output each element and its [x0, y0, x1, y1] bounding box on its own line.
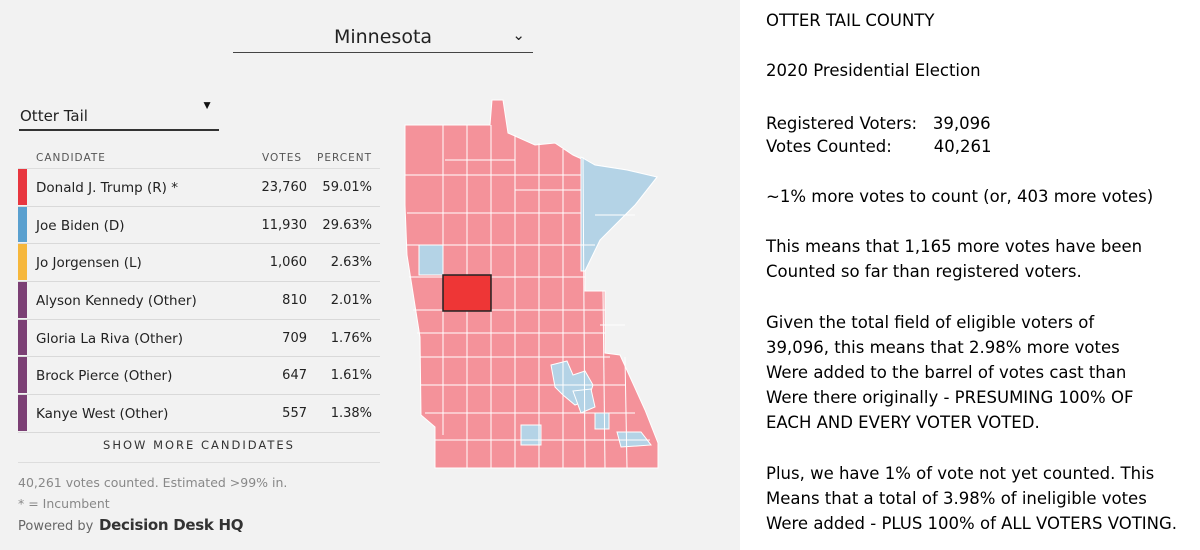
paragraph-2-line-5: EACH AND EVERY VOTER VOTED.: [766, 413, 1040, 432]
candidate-name: Gloria La Riva (Other): [36, 330, 183, 347]
votes-counted-line: Votes Counted: 40,261: [766, 137, 992, 156]
county-region-dem-northeast: [580, 156, 658, 272]
state-dropdown-value: Minnesota: [333, 26, 433, 48]
candidate-row: Alyson Kennedy (Other) 810 2.01%: [18, 282, 380, 320]
party-color-bar: [18, 319, 27, 356]
candidate-percent: 2.01%: [330, 293, 372, 309]
candidate-row: Jo Jorgensen (L) 1,060 2.63%: [18, 244, 380, 283]
candidate-row: Joe Biden (D) 11,930 29.63%: [18, 206, 380, 245]
party-color-bar: [18, 357, 27, 394]
chevron-down-icon: ⌄: [512, 27, 525, 44]
candidate-row: Brock Pierce (Other) 647 1.61%: [18, 357, 380, 396]
county-olmsted: [520, 424, 542, 446]
county-region-dem-metro-south: [572, 388, 596, 414]
candidate-votes: 810: [282, 293, 307, 309]
candidate-name: Brock Pierce (Other): [36, 368, 173, 385]
minnesota-county-map: [404, 99, 659, 469]
registered-voters-line: Registered Voters: 39,096: [766, 114, 991, 133]
powered-by-label: Powered by: [18, 519, 94, 534]
paragraph-2-line-1: Given the total field of eligible voters…: [766, 313, 1095, 332]
candidate-percent: 29.63%: [322, 217, 372, 233]
results-table: CANDIDATE VOTES PERCENT Donald J. Trump …: [18, 148, 380, 433]
paragraph-3-line-3: Were added - PLUS 100% of ALL VOTERS VOT…: [766, 514, 1178, 533]
election-name: 2020 Presidential Election: [766, 61, 981, 80]
candidate-name: Donald J. Trump (R) *: [36, 180, 178, 196]
candidate-row: Kanye West (Other) 557 1.38%: [18, 395, 380, 433]
votes-counted-note: 40,261 votes counted. Estimated >99% in.: [18, 475, 288, 490]
county-otter-tail-selected: [442, 274, 492, 312]
party-color-bar: [18, 395, 27, 431]
incumbent-note: * = Incumbent: [18, 496, 110, 511]
county-title: OTTER TAIL COUNTY: [766, 11, 935, 30]
candidate-votes: 557: [282, 406, 307, 422]
county-clay: [418, 244, 444, 276]
county-dropdown-value: Otter Tail: [20, 107, 88, 125]
candidate-name: Alyson Kennedy (Other): [36, 293, 197, 310]
paragraph-1-line-2: Counted so far than registered voters.: [766, 262, 1082, 281]
percent-column-header: PERCENT: [317, 152, 372, 164]
candidate-votes: 709: [282, 330, 307, 346]
paragraph-3-line-1: Plus, we have 1% of vote not yet counted…: [766, 464, 1155, 483]
candidate-column-header: CANDIDATE: [36, 152, 106, 164]
caret-down-icon: ▼: [201, 98, 213, 112]
decision-desk-hq-logo: Decision Desk HQ: [99, 516, 244, 534]
county-dropdown[interactable]: Otter Tail ▼: [19, 96, 219, 131]
results-header: CANDIDATE VOTES PERCENT: [18, 148, 380, 169]
candidate-percent: 1.61%: [330, 368, 372, 384]
county-blue-earth: [594, 412, 610, 430]
candidate-percent: 59.01%: [322, 180, 372, 195]
party-color-bar: [18, 206, 27, 243]
votes-column-header: VOTES: [262, 152, 302, 164]
candidate-row: Gloria La Riva (Other) 709 1.76%: [18, 319, 380, 358]
candidate-votes: 647: [282, 368, 307, 384]
paragraph-3-line-2: Means that a total of 3.98% of ineligibl…: [766, 489, 1147, 508]
state-dropdown[interactable]: Minnesota ⌄: [233, 20, 533, 53]
candidate-name: Jo Jorgensen (L): [36, 255, 142, 272]
party-color-bar: [18, 169, 27, 205]
candidate-votes: 1,060: [269, 255, 307, 271]
election-results-widget: Minnesota ⌄ Otter Tail ▼ CANDIDATE VOTES…: [0, 0, 740, 550]
party-color-bar: [18, 282, 27, 318]
paragraph-1-line-1: This means that 1,165 more votes have be…: [766, 237, 1143, 256]
candidate-name: Joe Biden (D): [36, 217, 125, 234]
candidate-name: Kanye West (Other): [36, 406, 169, 423]
remaining-votes-line: ~1% more votes to count (or, 403 more vo…: [766, 187, 1154, 206]
candidate-percent: 2.63%: [330, 255, 372, 271]
candidate-row: Donald J. Trump (R) * 23,760 59.01%: [18, 169, 380, 207]
paragraph-2-line-3: Were added to the barrel of votes cast t…: [766, 363, 1127, 382]
show-more-candidates-button[interactable]: SHOW MORE CANDIDATES: [18, 428, 380, 463]
candidate-votes: 11,930: [261, 217, 308, 233]
candidate-votes: 23,760: [261, 180, 308, 195]
paragraph-2-line-2: 39,096, this means that 2.98% more votes: [766, 338, 1120, 357]
paragraph-2-line-4: Were there originally - PRESUMING 100% O…: [766, 388, 1134, 407]
candidate-percent: 1.76%: [330, 330, 372, 346]
candidate-percent: 1.38%: [330, 406, 372, 422]
party-color-bar: [18, 244, 27, 281]
